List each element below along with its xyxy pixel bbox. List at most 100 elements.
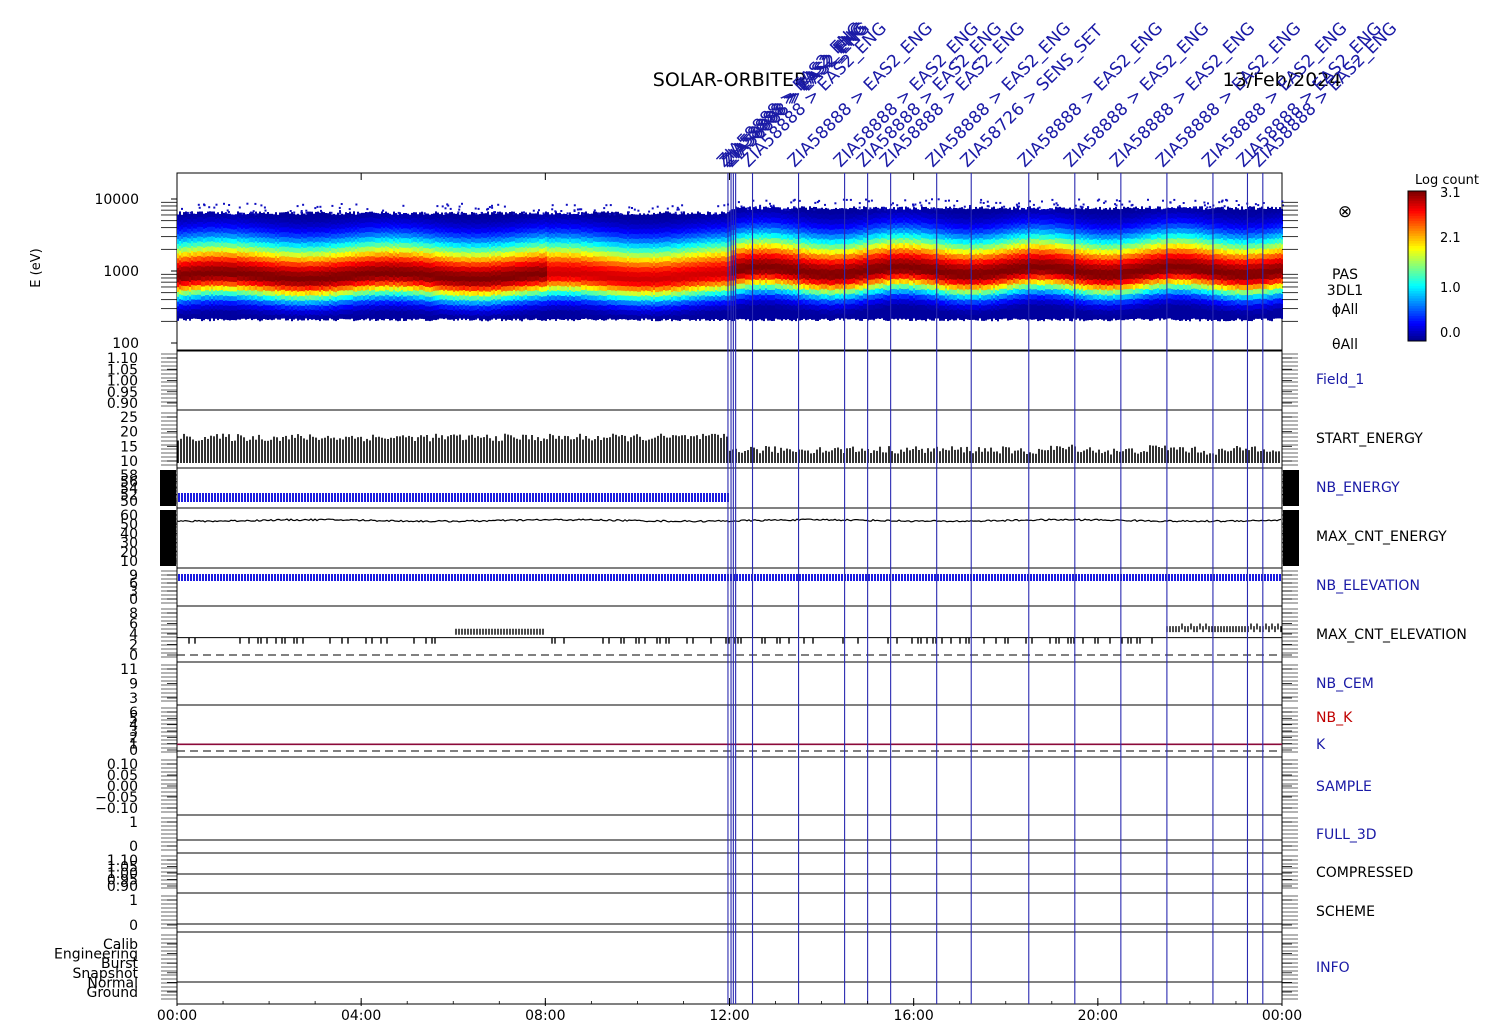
spectrogram-cell [287,314,289,321]
spectrogram-cell [409,224,411,230]
spectrogram-cell [269,290,271,296]
spectrogram-cell [493,308,495,314]
spectrogram-cell [335,277,337,283]
spectrogram-cell [385,221,387,227]
spectrogram-cell [435,290,437,296]
spectrogram-cell [361,304,363,310]
spectrogram-cell [611,241,613,247]
spectrogram-cell [439,275,441,281]
spectrogram-cell [415,290,417,296]
spectrogram-cell [289,265,291,272]
spectrogram-cell [317,241,319,247]
spectrogram-cell [453,242,455,248]
spectrogram-cell [283,308,285,314]
spectrogram-cell [255,274,257,281]
spectrogram-cell [489,243,491,249]
spectrogram-cell [515,276,517,282]
spectrogram-cell [619,242,621,248]
spectrogram-cell [627,255,629,262]
spectrogram-cell [351,261,353,267]
spectrogram-cell [451,246,453,252]
spectrogram-cell [229,300,231,306]
spectrogram-cell [265,309,267,315]
spectrogram-cell [565,242,567,248]
spectrogram-cell [497,255,499,261]
spectrogram-cell [617,211,619,218]
spectrogram-cell [229,242,231,248]
spectrogram-cell [299,238,301,244]
spectrogram-cell [195,223,197,229]
spectrogram-cell [187,223,189,229]
spectrogram-cell [331,247,333,253]
spectrogram-cell [397,243,399,249]
spectrogram-cell [459,238,461,244]
spectrogram-cell [591,247,593,253]
spectrogram-cell [403,300,405,307]
spectrogram-cell [391,314,393,321]
spectrogram-cell [559,222,561,228]
spectrogram-cell [377,271,379,277]
spectrogram-cell [581,226,583,232]
spectrogram-cell [337,256,339,262]
spectrogram-cell [455,275,457,282]
spectrogram-cell [309,211,311,218]
spectrogram-cell [313,294,315,301]
spectrogram-cell [247,290,249,296]
spectrogram-cell [465,261,467,267]
spectrogram-cell [461,231,463,237]
spectrogram-cell [319,281,321,287]
spectrogram-cell [291,222,293,228]
spectrogram-cell [227,261,229,268]
spectrogram-cell [457,242,459,248]
spectrogram-cell [183,260,185,267]
spectrogram-cell [515,285,517,292]
spectrogram-cell [579,276,581,282]
spectrogram-cell [287,216,289,222]
spectrogram-cell [443,276,445,282]
spectrogram-cell [189,257,191,263]
spectrogram-cell [241,214,243,220]
spectrogram-cell [451,294,453,301]
spectrogram-cell [341,213,343,220]
spectrogram-cell [275,279,277,285]
spectrogram-cell [229,252,231,258]
spectrogram-cell [269,261,271,267]
spectrogram-cell [543,242,545,248]
spectrogram-cell [467,280,469,286]
spectrogram-cell [473,217,475,223]
spectrogram-cell [183,212,185,218]
spectrogram-cell [511,290,513,296]
spectrogram-cell [365,299,367,305]
spectrogram-cell [523,304,525,310]
spectrogram-cell [183,285,185,291]
spectrogram-cell [179,221,181,227]
spectrogram-cell [253,261,255,267]
spectrogram-cell [463,308,465,314]
spectrogram-cell [361,294,363,300]
spectrogram-cell [531,290,533,296]
spectrogram-cell [347,246,349,252]
spectrogram-cell [591,232,593,239]
spectrogram-cell [239,285,241,291]
spectrogram-cell [367,212,369,218]
spectrogram-cell [307,231,309,237]
spectrogram-cell [239,256,241,262]
spectrogram-cell [601,241,603,247]
spectrogram-cell [343,257,345,263]
spectrogram-cell [263,260,265,266]
spectrogram-cell [429,224,431,230]
spectrogram-cell [223,305,225,311]
spectrogram-cell [337,314,339,320]
spectrogram-cell [507,314,509,320]
spectrogram-cell [187,218,189,224]
spectrogram-cell [205,236,207,243]
spectrogram-cell [375,291,377,297]
spectrogram-cell [217,217,219,223]
spectrogram-cell [185,285,187,291]
spectrogram-cell [393,265,395,271]
spectrogram-cell [311,216,313,222]
spectrogram-cell [247,271,249,277]
spectrogram-cell [481,276,483,282]
spectrogram-cell [505,217,507,223]
spectrogram-cell [283,284,285,290]
